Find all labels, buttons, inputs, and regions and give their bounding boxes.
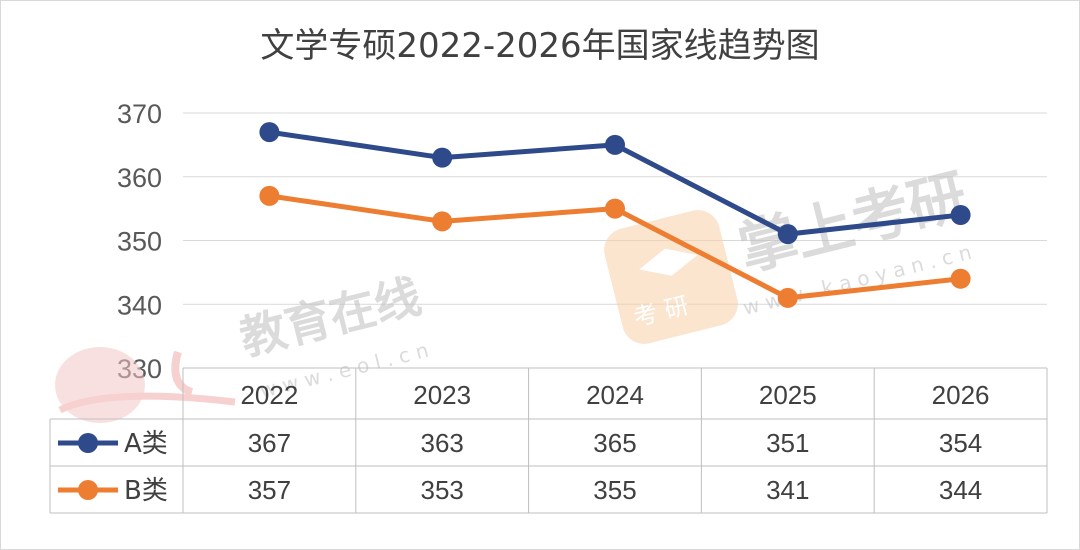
table-value: 354	[939, 428, 982, 458]
category-label: 2023	[413, 380, 471, 410]
series-lines	[259, 122, 971, 308]
category-label: 2024	[586, 380, 644, 410]
table-value: 367	[248, 428, 291, 458]
chart-title: 文学专硕2022-2026年国家线趋势图	[260, 26, 820, 66]
table-value: 355	[593, 475, 636, 505]
legend-key-marker	[78, 433, 98, 453]
y-tick-label: 360	[117, 163, 162, 193]
data-point	[259, 122, 280, 143]
data-point	[777, 287, 798, 308]
data-point	[605, 134, 625, 155]
data-point	[605, 198, 625, 219]
category-label: 2022	[240, 380, 298, 410]
kaoyan-badge: 考 研	[604, 210, 738, 344]
table-value: 365	[593, 428, 636, 458]
data-point	[950, 205, 971, 225]
data-point	[259, 185, 280, 206]
table-value: 344	[939, 475, 982, 505]
legend-series-name: A类	[124, 429, 168, 459]
legend-key-marker	[78, 480, 98, 500]
data-point	[432, 211, 453, 232]
table-value: 357	[248, 475, 291, 505]
table-value: 351	[766, 428, 809, 458]
data-point	[950, 268, 971, 289]
category-label: 2025	[759, 380, 817, 410]
data-table: 2022 2023 2024 2025 2026 A类 367 363 365 351 354 B类 3…	[49, 367, 1048, 514]
y-axis: 330340350360370	[117, 99, 162, 384]
data-point	[432, 147, 453, 168]
y-tick-label: 350	[117, 227, 162, 257]
category-label: 2026	[932, 380, 990, 410]
table-value: 363	[421, 428, 464, 458]
eol-logo	[55, 347, 236, 423]
y-tick-label: 370	[117, 99, 162, 129]
table-value: 341	[766, 475, 809, 505]
table-value: 353	[421, 475, 464, 505]
y-tick-label: 340	[117, 290, 162, 320]
data-point	[777, 224, 798, 245]
legend-series-name: B类	[124, 476, 168, 506]
